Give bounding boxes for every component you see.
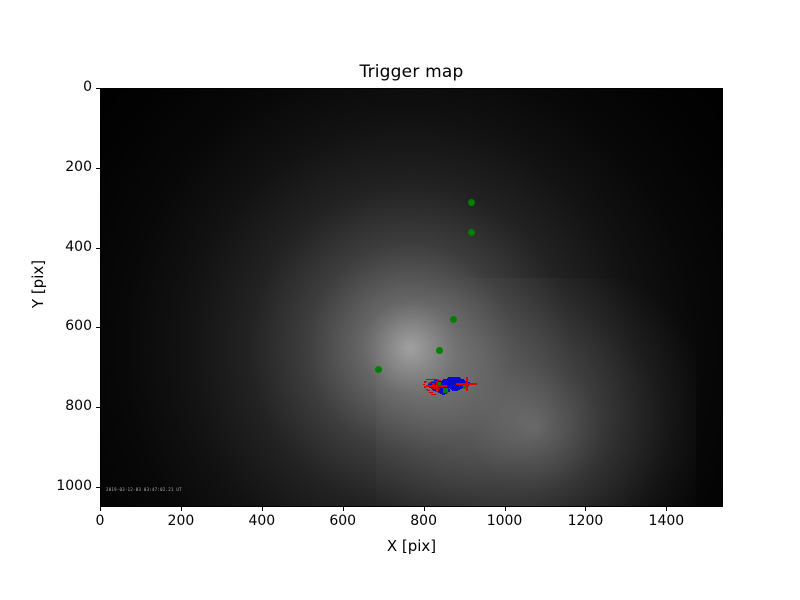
contour-segment bbox=[431, 383, 436, 386]
y-tick bbox=[96, 247, 100, 249]
contour-segment bbox=[430, 393, 436, 395]
saturated-pixel-run bbox=[448, 376, 460, 378]
x-tick bbox=[342, 507, 344, 511]
y-tick-label: 200 bbox=[65, 158, 92, 175]
contour-segment bbox=[430, 380, 437, 382]
saturated-pixel-run bbox=[429, 387, 448, 389]
contour-segment bbox=[436, 389, 440, 391]
detector-vignette bbox=[100, 88, 723, 507]
detector-hotspot bbox=[376, 278, 696, 507]
trigger-point[interactable] bbox=[462, 383, 468, 389]
saturated-pixel-run bbox=[433, 389, 451, 391]
plot-area[interactable]: 2019-03-12-03 03:47:02.21 UT bbox=[100, 88, 723, 507]
y-axis-label: Y [pix] bbox=[29, 259, 47, 309]
y-tick bbox=[96, 88, 100, 89]
contour-segment bbox=[438, 388, 441, 389]
saturated-pixel-run bbox=[431, 380, 443, 382]
saturated-pixel-run bbox=[442, 380, 468, 382]
trigger-point[interactable] bbox=[435, 381, 441, 387]
contour-segment bbox=[428, 383, 431, 385]
saturated-pixel-run bbox=[440, 392, 447, 394]
contour-segment bbox=[423, 385, 426, 387]
detector-glow bbox=[100, 88, 723, 507]
x-tick-label: 1200 bbox=[567, 513, 604, 529]
contour-segment bbox=[429, 381, 431, 383]
y-tick-label: 1000 bbox=[56, 478, 92, 495]
saturated-pixel-run bbox=[445, 385, 468, 387]
x-tick-label: 0 bbox=[95, 513, 105, 529]
contour-segment bbox=[424, 387, 427, 389]
trigger-point[interactable] bbox=[449, 315, 457, 323]
saturated-pixel-run bbox=[442, 393, 446, 395]
crosshair-vertical bbox=[435, 381, 438, 392]
saturated-pixel-run bbox=[446, 377, 462, 379]
x-tick bbox=[666, 507, 668, 511]
cluster-green-patch bbox=[436, 378, 440, 381]
x-tick-label: 800 bbox=[410, 513, 437, 529]
saturated-pixel-run bbox=[441, 380, 466, 381]
y-tick-label: 400 bbox=[65, 238, 92, 255]
x-tick-label: 600 bbox=[329, 513, 357, 529]
contour-segment bbox=[424, 380, 427, 382]
y-tick bbox=[96, 167, 100, 169]
trigger-point[interactable] bbox=[436, 346, 444, 354]
saturated-pixel-run bbox=[442, 381, 469, 383]
y-tick bbox=[96, 327, 100, 329]
saturated-pixel-run bbox=[444, 378, 463, 380]
saturated-pixel-run bbox=[434, 390, 451, 392]
contour-segment bbox=[428, 384, 431, 386]
saturated-pixel-run bbox=[449, 388, 462, 389]
saturated-pixel-run bbox=[431, 388, 450, 390]
trigger-point[interactable] bbox=[467, 228, 475, 236]
saturated-pixel-run bbox=[442, 382, 471, 384]
x-tick bbox=[423, 507, 425, 511]
burned-in-timestamp: 2019-03-12-03 03:47:02.21 UT bbox=[106, 487, 182, 492]
x-tick bbox=[504, 507, 506, 511]
saturated-pixel-run bbox=[448, 387, 464, 389]
contour-segment bbox=[423, 382, 426, 384]
x-tick bbox=[261, 507, 263, 511]
x-tick-label: 400 bbox=[248, 513, 276, 529]
y-tick bbox=[96, 487, 100, 489]
chart-title: Trigger map bbox=[359, 62, 464, 82]
crosshair-vertical bbox=[465, 376, 468, 392]
x-tick bbox=[585, 507, 587, 511]
crosshair-marker[interactable] bbox=[456, 376, 478, 392]
y-tick-label: 600 bbox=[65, 318, 92, 335]
y-tick-label: 800 bbox=[65, 398, 92, 415]
contour-segment bbox=[430, 388, 436, 389]
x-tick-label: 1400 bbox=[648, 513, 685, 529]
contour-segment bbox=[429, 392, 433, 393]
contour-segment bbox=[427, 390, 430, 392]
x-tick bbox=[100, 507, 101, 511]
x-axis-label: X [pix] bbox=[386, 537, 437, 555]
contour-segment bbox=[423, 384, 426, 385]
saturated-pixel-run bbox=[450, 388, 460, 390]
crosshair-marker[interactable] bbox=[426, 381, 448, 392]
contour-segment bbox=[426, 379, 439, 381]
saturated-pixel-run bbox=[443, 379, 465, 381]
trigger-point[interactable] bbox=[467, 199, 475, 207]
saturated-pixel-run bbox=[447, 386, 466, 388]
saturated-pixel-run bbox=[438, 392, 448, 393]
contour-segment bbox=[437, 380, 441, 381]
x-tick-label: 1000 bbox=[486, 513, 523, 529]
saturated-pixel-run bbox=[436, 391, 450, 393]
trigger-point[interactable] bbox=[374, 365, 382, 373]
y-tick bbox=[96, 407, 100, 409]
x-tick bbox=[180, 507, 182, 511]
trigger-point[interactable] bbox=[443, 387, 449, 393]
saturated-pixel-run bbox=[451, 389, 458, 391]
contour-segment bbox=[425, 388, 428, 390]
y-tick-label: 0 bbox=[83, 79, 92, 95]
x-tick-label: 200 bbox=[167, 513, 195, 529]
saturated-pixel-run bbox=[444, 384, 469, 386]
